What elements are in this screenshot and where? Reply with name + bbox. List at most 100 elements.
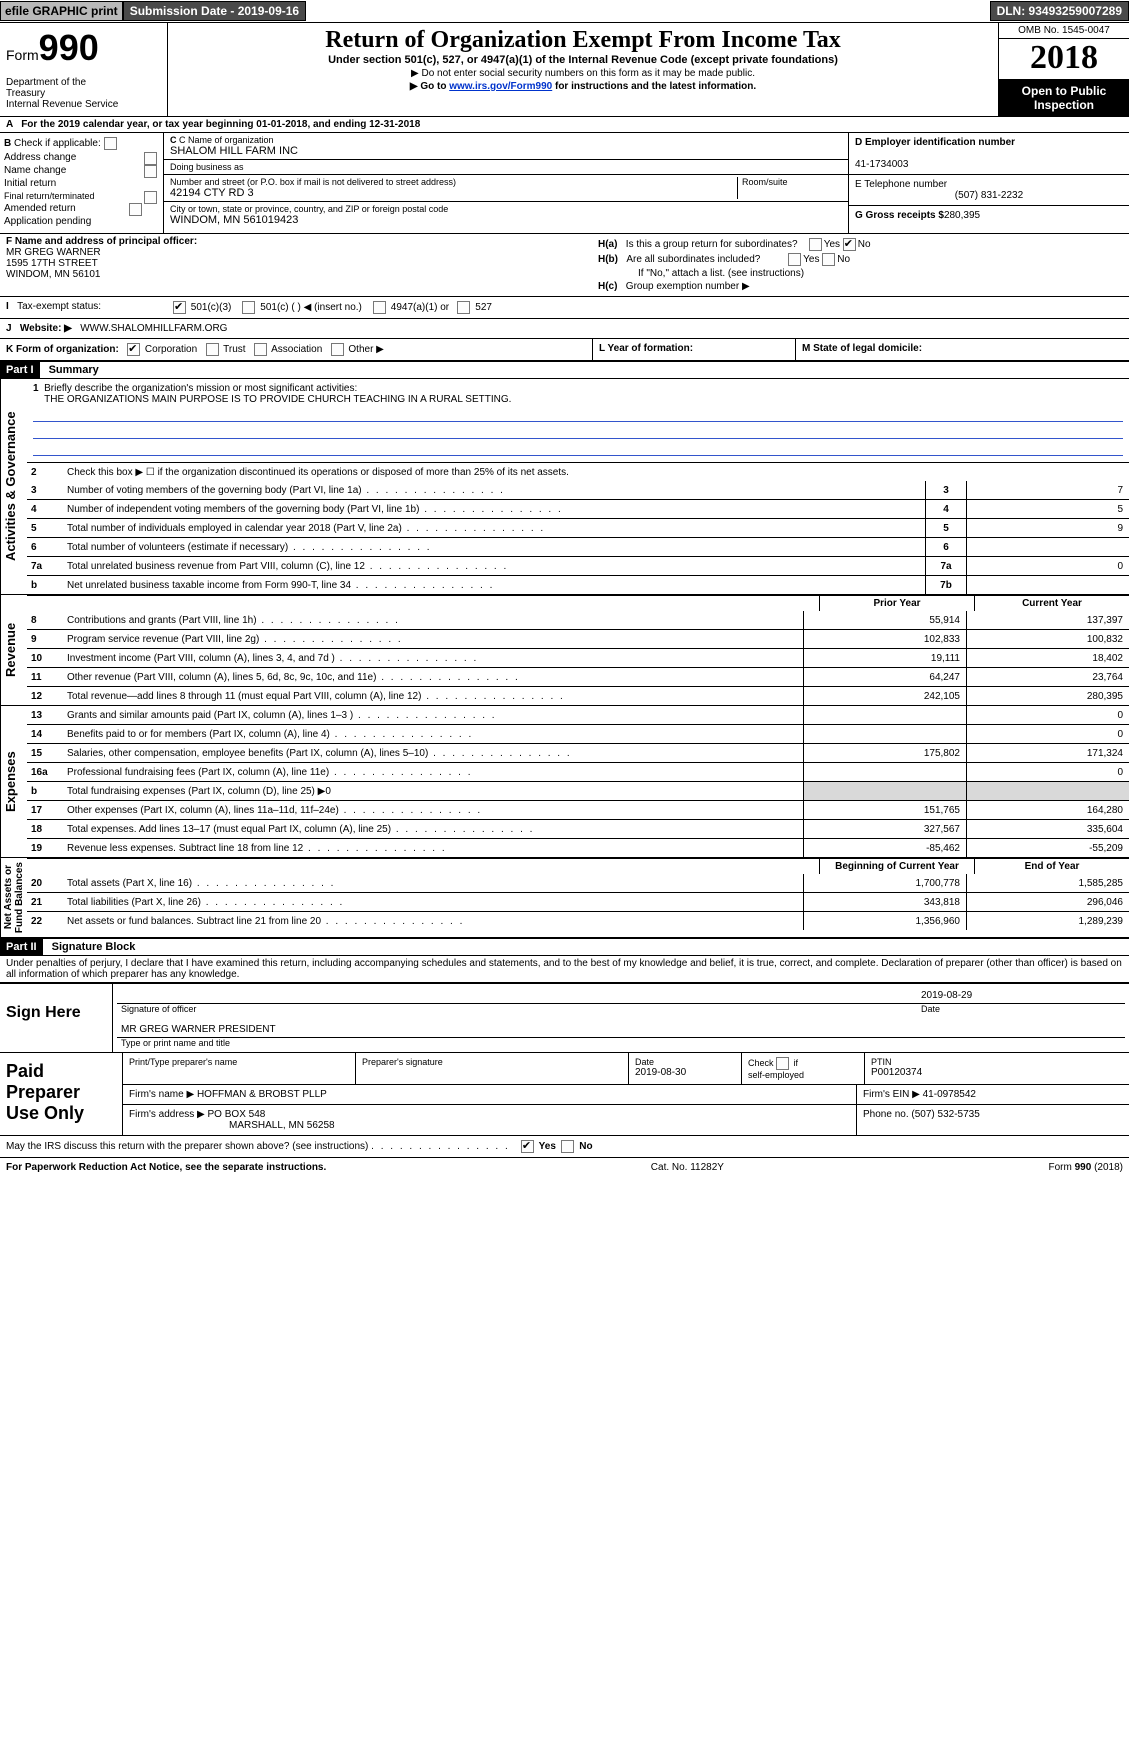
- check-pending[interactable]: Application pending: [4, 216, 159, 227]
- tax-status-label: Tax-exempt status:: [17, 301, 101, 312]
- checkbox-yes[interactable]: [521, 1140, 534, 1153]
- ptin-value: P00120374: [871, 1067, 1123, 1078]
- sign-here-label: Sign Here: [0, 984, 113, 1052]
- firm-phone: (507) 532-5735: [911, 1109, 979, 1120]
- table-row: 3Number of voting members of the governi…: [27, 481, 1129, 499]
- discuss-row: May the IRS discuss this return with the…: [0, 1136, 1129, 1158]
- checkbox-icon[interactable]: [843, 238, 856, 251]
- checkbox-icon[interactable]: [129, 203, 142, 216]
- form-org-label: K Form of organization:: [6, 344, 119, 355]
- check-final[interactable]: Final return/terminated: [4, 191, 159, 201]
- revenue-label: Revenue: [0, 595, 27, 705]
- checkbox-icon[interactable]: [788, 253, 801, 266]
- check-address[interactable]: Address change: [4, 152, 159, 163]
- checkbox-501c[interactable]: [242, 301, 255, 314]
- submission-date: Submission Date - 2019-09-16: [123, 1, 306, 21]
- tax-end: 12-31-2018: [369, 119, 420, 130]
- checkbox-other[interactable]: [331, 343, 344, 356]
- checkbox-icon[interactable]: [809, 238, 822, 251]
- year-formation-label: L Year of formation:: [599, 343, 693, 354]
- discuss-text: May the IRS discuss this return with the…: [6, 1141, 368, 1152]
- part1-title: Summary: [43, 364, 99, 376]
- column-de: D Employer identification number 41-1734…: [848, 133, 1129, 233]
- check-name[interactable]: Name change: [4, 165, 159, 176]
- check-initial[interactable]: Initial return: [4, 178, 159, 189]
- checkbox-527[interactable]: [457, 301, 470, 314]
- officer-label: F Name and address of principal officer:: [6, 236, 197, 247]
- efile-label: efile GRAPHIC print: [0, 1, 123, 21]
- opt-other: Other ▶: [348, 344, 383, 355]
- header-center: Return of Organization Exempt From Incom…: [168, 23, 998, 116]
- checkbox-no[interactable]: [561, 1140, 574, 1153]
- instr2-post: for instructions and the latest informat…: [552, 81, 756, 92]
- firm-name-label: Firm's name ▶: [129, 1089, 194, 1100]
- form-subtitle: Under section 501(c), 527, or 4947(a)(1)…: [172, 54, 994, 66]
- table-row: 10Investment income (Part VIII, column (…: [27, 648, 1129, 667]
- checkbox-4947[interactable]: [373, 301, 386, 314]
- paid-preparer-section: PaidPreparerUse Only Print/Type preparer…: [0, 1052, 1129, 1136]
- column-c: C C Name of organization SHALOM HILL FAR…: [164, 133, 848, 233]
- city-value: WINDOM, MN 561019423: [170, 214, 842, 226]
- underline: [33, 424, 1123, 439]
- city-label: City or town, state or province, country…: [170, 204, 842, 214]
- table-row: 5Total number of individuals employed in…: [27, 518, 1129, 537]
- table-row: bNet unrelated business taxable income f…: [27, 575, 1129, 594]
- checkbox-assoc[interactable]: [254, 343, 267, 356]
- omb-number: OMB No. 1545-0047: [999, 23, 1129, 39]
- part2-label: Part II: [0, 939, 43, 955]
- opt-527: 527: [475, 302, 492, 313]
- end-year-header: End of Year: [974, 859, 1129, 874]
- website-row: J Website: ▶ WWW.SHALOMHILLFARM.ORG: [0, 319, 1129, 339]
- line2-text: Check this box ▶ ☐ if the organization d…: [63, 465, 1129, 480]
- opt-4947: 4947(a)(1) or: [391, 302, 449, 313]
- opt-501c3: 501(c)(3): [191, 302, 232, 313]
- part2-title: Signature Block: [46, 941, 136, 953]
- opt-corp: Corporation: [145, 344, 197, 355]
- firm-phone-label: Phone no.: [863, 1109, 909, 1120]
- section-a: A For the 2019 calendar year, or tax yea…: [0, 117, 1129, 133]
- website-value: WWW.SHALOMHILLFARM.ORG: [80, 323, 227, 334]
- sign-date: 2019-08-29: [921, 990, 1121, 1001]
- part1-label: Part I: [0, 362, 40, 378]
- preparer-sig-label: Preparer's signature: [362, 1057, 622, 1067]
- hb-text: Are all subordinates included?: [626, 254, 760, 265]
- checkbox-icon[interactable]: [104, 137, 117, 150]
- governance-label: Activities & Governance: [0, 379, 27, 594]
- underline: [33, 407, 1123, 422]
- footer-left: For Paperwork Reduction Act Notice, see …: [6, 1162, 326, 1173]
- signature-section: Sign Here 2019-08-29 Signature of office…: [0, 983, 1129, 1052]
- table-row: 19Revenue less expenses. Subtract line 1…: [27, 838, 1129, 857]
- expenses-label: Expenses: [0, 706, 27, 857]
- checkbox-icon[interactable]: [144, 152, 157, 165]
- domicile-label: M State of legal domicile:: [802, 343, 922, 354]
- governance-section: Activities & Governance 1 Briefly descri…: [0, 379, 1129, 595]
- checkbox-trust[interactable]: [206, 343, 219, 356]
- table-row: 6Total number of volunteers (estimate if…: [27, 537, 1129, 556]
- checkbox-icon[interactable]: [144, 191, 157, 204]
- table-row: 21Total liabilities (Part X, line 26)343…: [27, 892, 1129, 911]
- column-b: B Check if applicable: Address change Na…: [0, 133, 164, 233]
- dept-label: Department of theTreasuryInternal Revenu…: [6, 77, 161, 110]
- table-row: 8Contributions and grants (Part VIII, li…: [27, 611, 1129, 629]
- ha-text: Is this a group return for subordinates?: [626, 239, 798, 250]
- mission-label: Briefly describe the organization's miss…: [44, 383, 357, 394]
- form-header: Form990 Department of theTreasuryInterna…: [0, 23, 1129, 117]
- table-row: 12Total revenue—add lines 8 through 11 (…: [27, 686, 1129, 705]
- table-row: 13Grants and similar amounts paid (Part …: [27, 706, 1129, 724]
- prior-year-header: Prior Year: [819, 596, 974, 611]
- ein-label: D Employer identification number: [855, 137, 1015, 148]
- sig-officer-label: Signature of officer: [121, 1004, 921, 1014]
- checkbox-corp[interactable]: [127, 343, 140, 356]
- officer-city: WINDOM, MN 56101: [6, 269, 100, 280]
- opt-trust: Trust: [223, 344, 245, 355]
- irs-link[interactable]: www.irs.gov/Form990: [449, 81, 552, 92]
- checkbox-501c3[interactable]: [173, 301, 186, 314]
- begin-year-header: Beginning of Current Year: [819, 859, 974, 874]
- underline: [33, 441, 1123, 456]
- checkbox-icon[interactable]: [144, 165, 157, 178]
- firm-addr1: PO BOX 548: [208, 1109, 266, 1120]
- checkbox-icon[interactable]: [822, 253, 835, 266]
- perjury-text: Under penalties of perjury, I declare th…: [0, 956, 1129, 983]
- check-amended[interactable]: Amended return: [4, 203, 159, 214]
- self-employed-check[interactable]: Check ifself-employed: [742, 1053, 865, 1084]
